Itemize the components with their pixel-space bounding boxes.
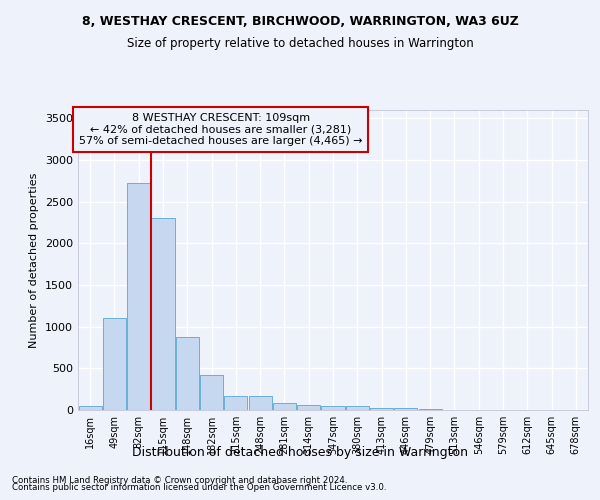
Text: Contains HM Land Registry data © Crown copyright and database right 2024.: Contains HM Land Registry data © Crown c… [12, 476, 347, 485]
Bar [176, 336, 199, 410]
Bar [394, 408, 418, 410]
Text: 8, WESTHAY CRESCENT, BIRCHWOOD, WARRINGTON, WA3 6UZ: 8, WESTHAY CRESCENT, BIRCHWOOD, WARRINGT… [82, 15, 518, 28]
Bar [127, 184, 150, 410]
Text: Size of property relative to detached houses in Warrington: Size of property relative to detached ho… [127, 38, 473, 51]
Text: Contains public sector information licensed under the Open Government Licence v3: Contains public sector information licen… [12, 484, 386, 492]
Bar [200, 375, 223, 410]
Bar [346, 406, 369, 410]
Text: Distribution of detached houses by size in Warrington: Distribution of detached houses by size … [132, 446, 468, 459]
Bar [297, 405, 320, 410]
Y-axis label: Number of detached properties: Number of detached properties [29, 172, 40, 348]
Bar [103, 318, 126, 410]
Bar [273, 402, 296, 410]
Bar [248, 396, 272, 410]
Bar [224, 396, 247, 410]
Bar [370, 408, 393, 410]
Bar [151, 218, 175, 410]
Bar [322, 406, 344, 410]
Text: 8 WESTHAY CRESCENT: 109sqm
← 42% of detached houses are smaller (3,281)
57% of s: 8 WESTHAY CRESCENT: 109sqm ← 42% of deta… [79, 113, 362, 146]
Bar [79, 406, 101, 410]
